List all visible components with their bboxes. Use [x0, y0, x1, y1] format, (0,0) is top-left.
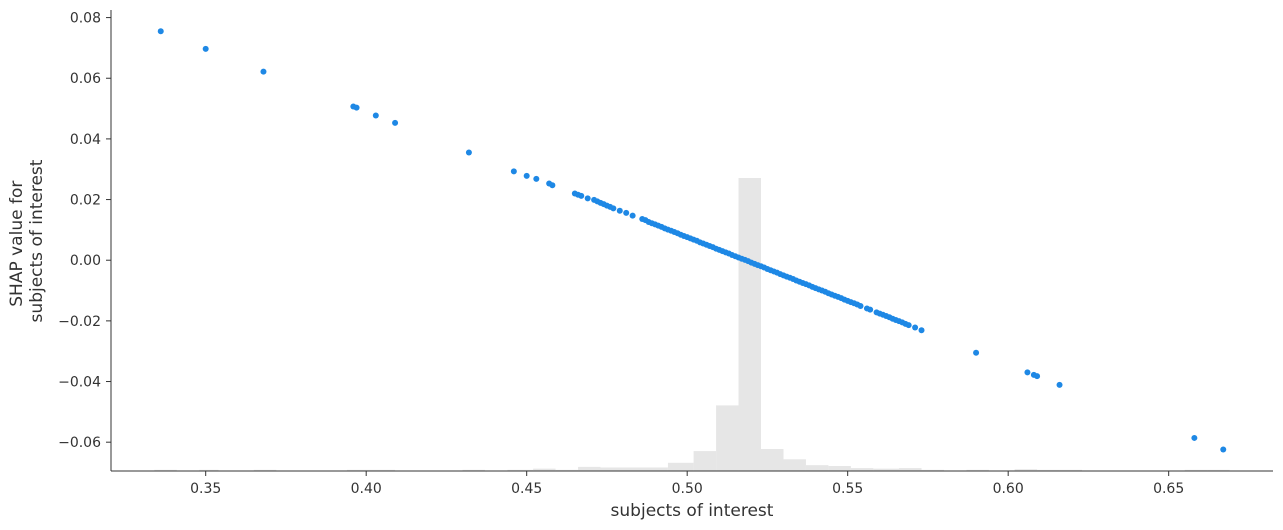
data-point — [1220, 446, 1227, 453]
data-point — [867, 306, 874, 313]
x-tick-label: 0.50 — [672, 481, 703, 497]
histogram-bar — [873, 468, 900, 471]
histogram-bar — [921, 469, 944, 471]
data-point — [629, 212, 636, 219]
y-tick-label: 0.04 — [70, 132, 101, 148]
histogram-bar — [555, 469, 579, 471]
data-point — [523, 172, 530, 179]
data-point — [973, 349, 980, 356]
histogram-bar — [805, 465, 829, 471]
data-point — [549, 182, 556, 189]
histogram-bar — [761, 449, 784, 471]
histogram-bar — [645, 467, 668, 471]
histogram-bar — [828, 466, 851, 471]
data-point — [610, 205, 617, 212]
y-tick-label: −0.02 — [58, 314, 101, 330]
data-point — [510, 168, 517, 175]
data-point — [623, 209, 630, 216]
data-point — [260, 68, 267, 75]
y-tick-label: −0.04 — [58, 375, 101, 391]
histogram-bar — [1059, 469, 1083, 471]
y-axis-title-line-1: SHAP value for — [7, 181, 27, 307]
scatter-points — [157, 28, 1227, 453]
histogram-bar — [533, 468, 556, 471]
histogram-bar — [783, 459, 806, 471]
data-point — [202, 45, 209, 52]
data-point — [1056, 381, 1063, 388]
histogram-bar — [1014, 469, 1038, 471]
histogram-bar — [693, 451, 717, 471]
y-tick-label: 0.02 — [70, 193, 101, 209]
data-point — [392, 119, 399, 126]
histogram-bar — [667, 462, 694, 471]
y-tick-label: −0.06 — [58, 435, 101, 451]
data-point — [918, 327, 925, 334]
histogram-bar — [1037, 469, 1060, 471]
histogram-bar — [507, 469, 534, 471]
x-tick-label: 0.45 — [511, 481, 542, 497]
data-point — [1034, 373, 1041, 380]
histogram-bar — [199, 469, 219, 471]
data-point — [533, 175, 540, 182]
histogram-bar — [622, 467, 646, 471]
x-tick-label: 0.35 — [190, 481, 221, 497]
histogram-bar — [253, 469, 277, 471]
data-point — [578, 192, 585, 199]
data-point — [1191, 434, 1198, 441]
histogram-bar — [738, 178, 762, 471]
y-tick-label: 0.08 — [70, 11, 101, 27]
data-point — [1024, 369, 1031, 376]
histogram-bar — [600, 467, 623, 471]
axes-layer — [110, 10, 1273, 472]
x-ticks: 0.35 0.40 0.45 0.50 0.55 0.60 0.65 — [190, 471, 1184, 497]
y-tick-label: 0.00 — [70, 253, 101, 269]
data-point — [912, 324, 919, 331]
histogram-bar — [899, 468, 922, 471]
x-tick-label: 0.60 — [993, 481, 1024, 497]
histogram-bar — [578, 466, 601, 471]
data-point — [905, 322, 912, 329]
histogram-bar — [462, 469, 485, 471]
data-point — [465, 149, 472, 156]
histogram-layer — [154, 178, 1230, 471]
histogram-bar — [154, 469, 177, 471]
histogram-bar — [966, 469, 989, 471]
x-tick-label: 0.40 — [351, 481, 382, 497]
histogram-bar — [1184, 469, 1208, 471]
data-point — [353, 104, 360, 111]
histogram-bar — [1207, 469, 1230, 471]
histogram-bar — [716, 405, 739, 471]
x-tick-label: 0.55 — [832, 481, 863, 497]
data-point — [616, 207, 623, 214]
histogram-bar — [346, 469, 396, 471]
data-point — [584, 195, 591, 202]
y-ticks: −0.06 −0.04 −0.02 0.00 0.02 0.04 0.06 0.08 — [58, 11, 111, 451]
x-tick-label: 0.65 — [1153, 481, 1184, 497]
data-point — [157, 28, 164, 35]
data-point — [857, 303, 864, 310]
y-tick-label: 0.06 — [70, 71, 101, 87]
data-point — [372, 112, 379, 119]
x-axis-title: subjects of interest — [611, 501, 774, 521]
y-axis-title-line-2: subjects of interest — [27, 159, 47, 322]
histogram-bar — [850, 468, 874, 471]
y-axis-title: SHAP value for subjects of interest — [7, 159, 47, 322]
